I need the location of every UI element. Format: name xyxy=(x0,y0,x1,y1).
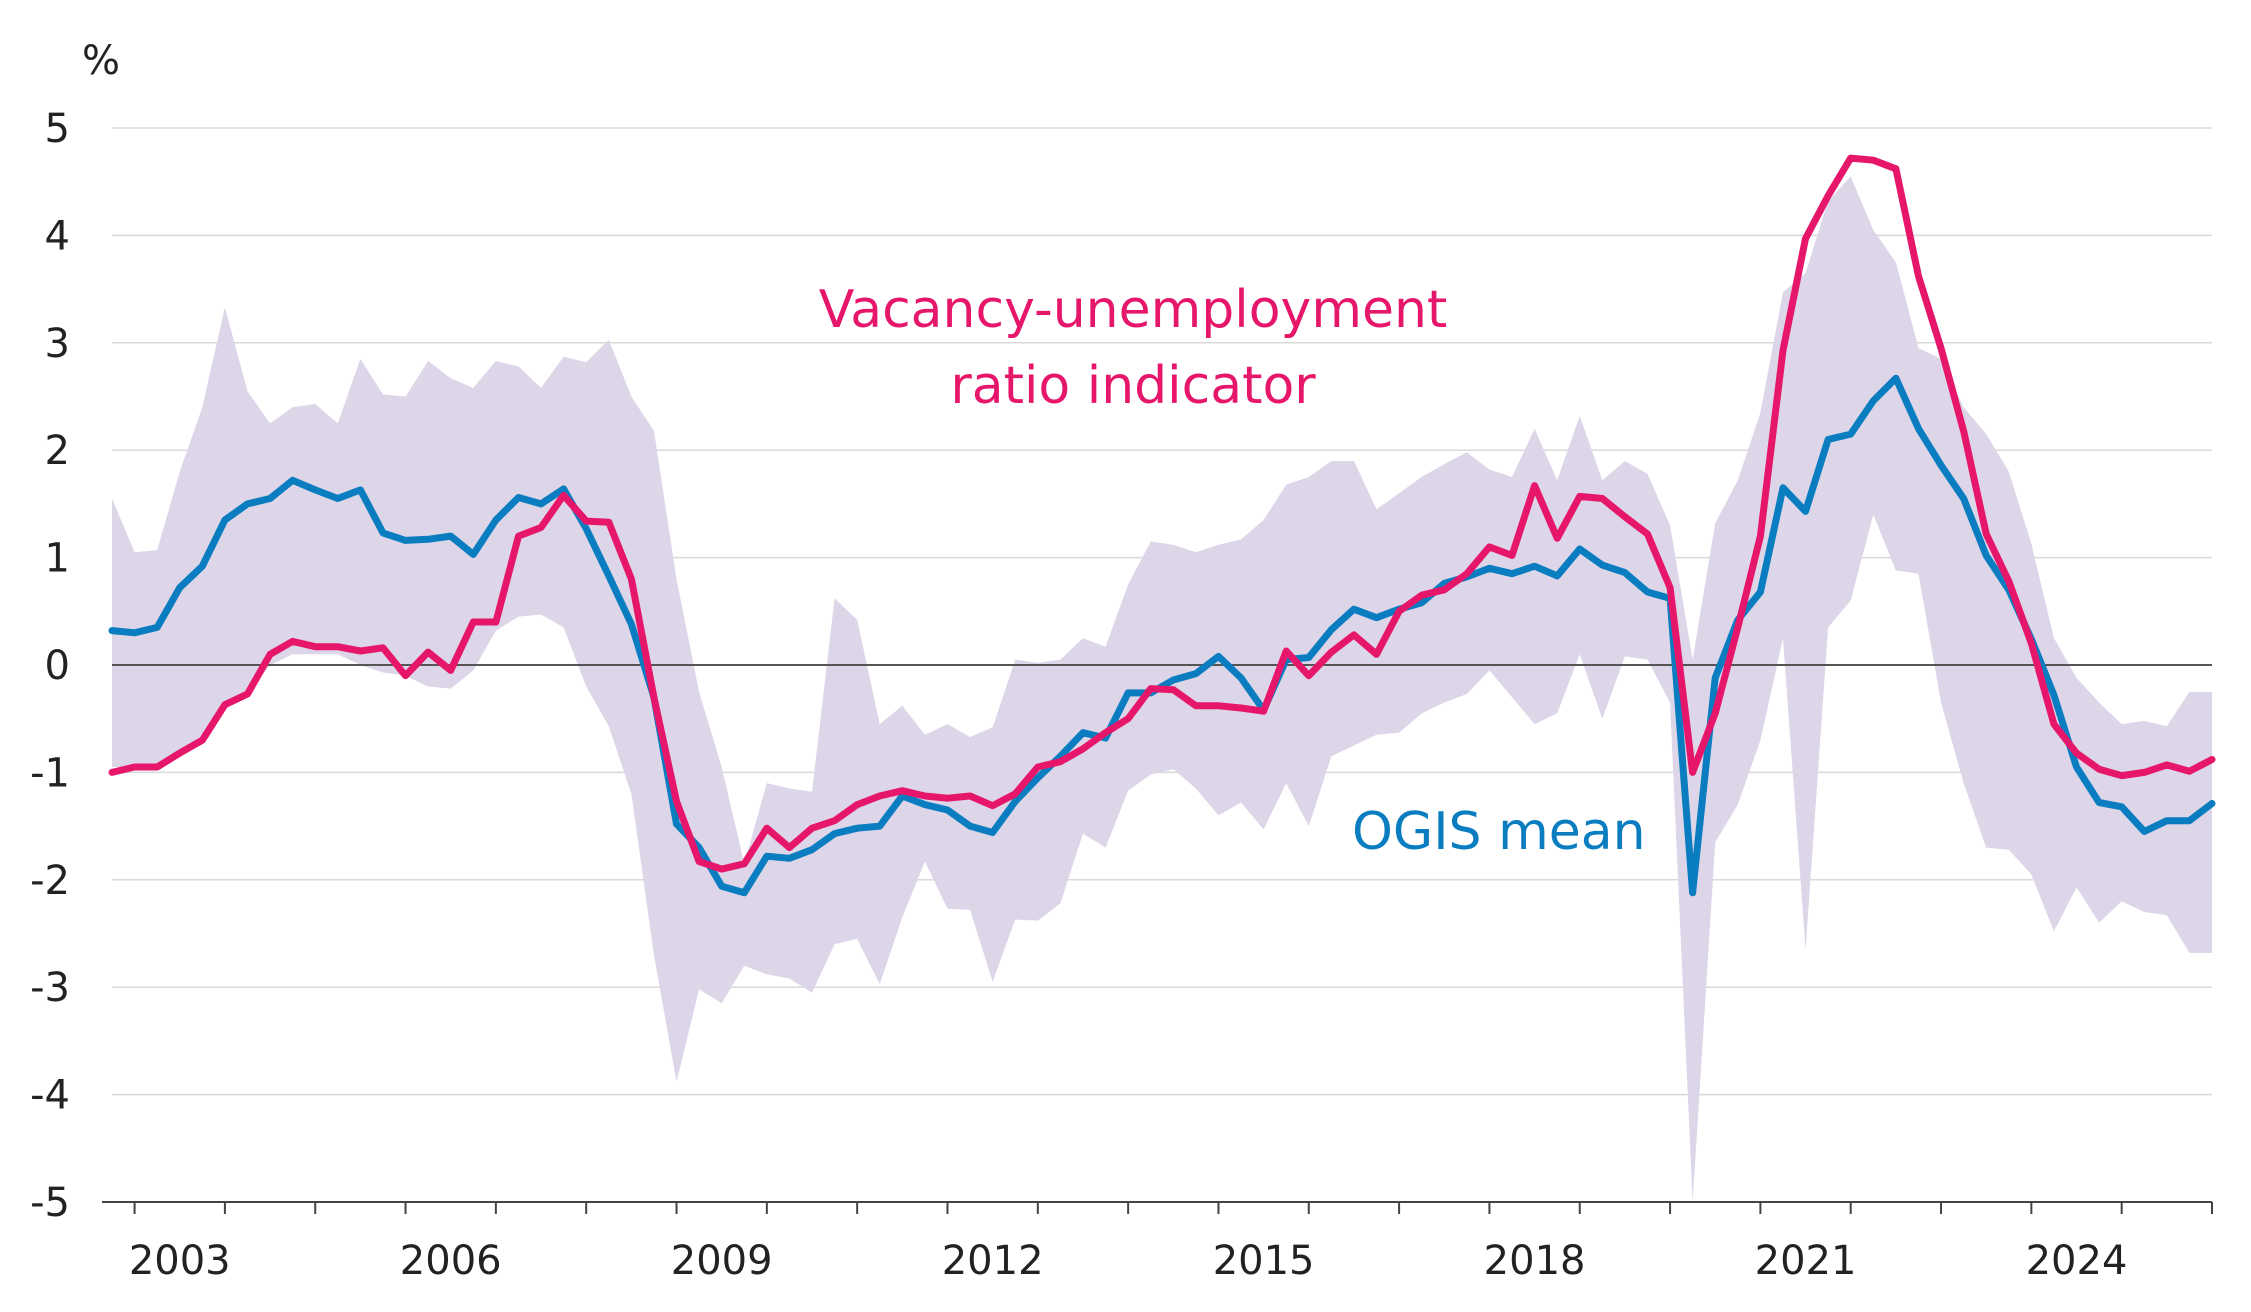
y-tick-label: 1 xyxy=(45,536,70,582)
x-tick-label: 2012 xyxy=(942,1238,1044,1284)
y-axis-tick-labels: 5 4 3 2 1 0 -1 -2 -3 -4 -5 xyxy=(30,106,70,1226)
y-axis-unit-label: % xyxy=(82,38,120,84)
x-tick-label: 2024 xyxy=(2026,1238,2128,1284)
x-axis xyxy=(102,1201,2213,1214)
annotation-ogis: OGIS mean xyxy=(1352,802,1646,862)
x-tick-label: 2015 xyxy=(1213,1238,1315,1284)
annotation-vu-line1: Vacancy-unemployment xyxy=(819,280,1448,340)
y-tick-label: 4 xyxy=(45,213,70,259)
series-lines xyxy=(108,154,2216,897)
x-tick-label: 2003 xyxy=(129,1238,231,1284)
y-tick-label: -3 xyxy=(30,965,70,1011)
y-tick-label: -2 xyxy=(30,858,70,904)
annotation-vu-line2: ratio indicator xyxy=(950,356,1316,416)
y-tick-label: 3 xyxy=(45,321,70,367)
x-tick-label: 2006 xyxy=(400,1238,502,1284)
y-tick-label: -1 xyxy=(30,750,70,796)
y-tick-label: -4 xyxy=(30,1073,70,1119)
x-tick-label: 2009 xyxy=(671,1238,773,1284)
series-line-vacancy-unemployment xyxy=(108,154,2216,873)
x-axis-tick-labels: 2003 2006 2009 2012 2015 2018 2021 2024 xyxy=(129,1238,2128,1284)
y-tick-label: -5 xyxy=(30,1180,70,1226)
y-tick-label: 2 xyxy=(45,428,70,474)
x-tick-label: 2018 xyxy=(1484,1238,1586,1284)
y-tick-label: 5 xyxy=(45,106,70,152)
y-tick-label: 0 xyxy=(45,643,70,689)
x-tick-label: 2021 xyxy=(1755,1238,1857,1284)
